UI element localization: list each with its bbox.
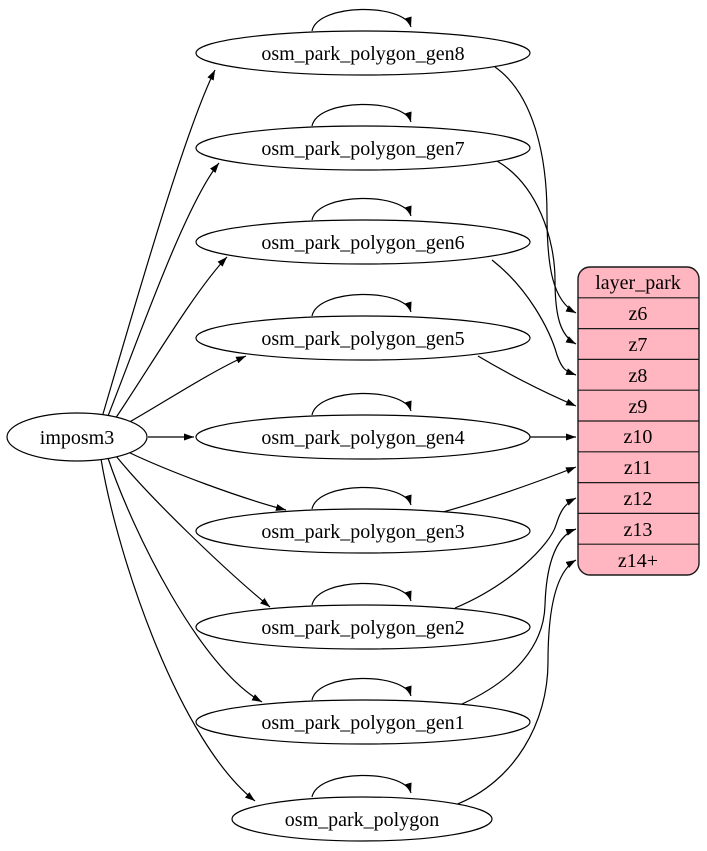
layer-row-z6: z6: [629, 303, 648, 325]
edge-imposm3-to-gen7: [107, 162, 220, 417]
edge-imposm3-to-gen2: [115, 455, 271, 608]
edge-gen7-to-z7: [496, 160, 577, 345]
layer-row-z10: z10: [624, 426, 653, 448]
layer-row-z13: z13: [624, 519, 653, 541]
self-loop-gen8: [311, 8, 412, 32]
gen3-label: osm_park_polygon_gen3: [261, 521, 464, 543]
edges-from-source: [100, 69, 287, 802]
node-osm-park-polygon-gen4: osm_park_polygon_gen4: [195, 414, 531, 460]
node-imposm3: imposm3: [6, 412, 148, 462]
gen1-ellipse: [195, 699, 531, 745]
node-layer-park: layer_park z6 z7 z8 z9 z10 z11 z12 z13 z…: [577, 266, 700, 576]
self-loop-gen5: [311, 293, 412, 317]
self-loop-gen4: [311, 392, 412, 416]
gen5-ellipse: [195, 315, 531, 361]
edge-gen5-to-z9: [477, 355, 577, 407]
edge-imposm3-to-gen1: [107, 457, 263, 703]
edge-gen8-to-z6: [494, 66, 577, 314]
layer-row-z8: z8: [629, 365, 648, 387]
self-loop-edges: [311, 8, 412, 798]
edge-imposm3-to-polygon: [100, 458, 256, 802]
edge-gen2-to-z12: [454, 497, 577, 609]
gen8-label: osm_park_polygon_gen8: [261, 43, 464, 65]
edge-imposm3-to-gen8: [102, 69, 216, 415]
layer-park-title: layer_park: [595, 272, 681, 294]
node-osm-park-polygon-gen8: osm_park_polygon_gen8: [195, 30, 531, 76]
imposm3-label: imposm3: [40, 427, 114, 449]
edge-imposm3-to-gen6: [114, 256, 228, 420]
self-loop-gen6: [311, 197, 412, 221]
edge-gen1-to-z13: [461, 528, 577, 705]
node-osm-park-polygon: osm_park_polygon: [231, 796, 493, 842]
node-osm-park-polygon-gen7: osm_park_polygon_gen7: [195, 125, 531, 171]
self-loop-gen3: [311, 486, 412, 510]
gen6-ellipse: [195, 219, 531, 265]
gen6-label: osm_park_polygon_gen6: [261, 232, 464, 254]
layer-row-z11: z11: [624, 457, 652, 479]
layer-row-z7: z7: [629, 334, 648, 356]
self-loop-gen7: [311, 103, 412, 127]
gen1-label: osm_park_polygon_gen1: [261, 712, 464, 734]
layer-row-z9: z9: [629, 396, 648, 418]
edge-imposm3-to-gen5: [125, 355, 247, 425]
imposm3-ellipse: [6, 412, 148, 462]
edge-imposm3-to-gen3: [127, 451, 287, 511]
node-osm-park-polygon-gen1: osm_park_polygon_gen1: [195, 699, 531, 745]
gen3-ellipse: [195, 508, 531, 554]
gen2-ellipse: [195, 604, 531, 650]
polygon-ellipse: [231, 796, 493, 842]
self-loop-gen2: [311, 582, 412, 606]
self-loop-polygon: [311, 774, 412, 798]
node-osm-park-polygon-gen6: osm_park_polygon_gen6: [195, 219, 531, 265]
node-osm-park-polygon-gen2: osm_park_polygon_gen2: [195, 604, 531, 650]
gen4-label: osm_park_polygon_gen4: [261, 427, 464, 449]
node-osm-park-polygon-gen5: osm_park_polygon_gen5: [195, 315, 531, 361]
edges-to-layer: [442, 66, 577, 806]
gen7-ellipse: [195, 125, 531, 171]
edge-gen6-to-z8: [491, 259, 577, 376]
gen5-label: osm_park_polygon_gen5: [261, 328, 464, 350]
layer-row-z12: z12: [624, 488, 653, 510]
polygon-label: osm_park_polygon: [285, 809, 439, 831]
layer-row-z14: z14+: [618, 550, 658, 572]
edge-polygon-to-z14: [454, 559, 577, 806]
node-osm-park-polygon-gen3: osm_park_polygon_gen3: [195, 508, 531, 554]
gen4-ellipse: [195, 414, 531, 460]
gen8-ellipse: [195, 30, 531, 76]
edge-gen3-to-z11: [442, 466, 577, 513]
gen2-label: osm_park_polygon_gen2: [261, 617, 464, 639]
gen7-label: osm_park_polygon_gen7: [261, 138, 464, 160]
self-loop-gen1: [311, 677, 412, 701]
